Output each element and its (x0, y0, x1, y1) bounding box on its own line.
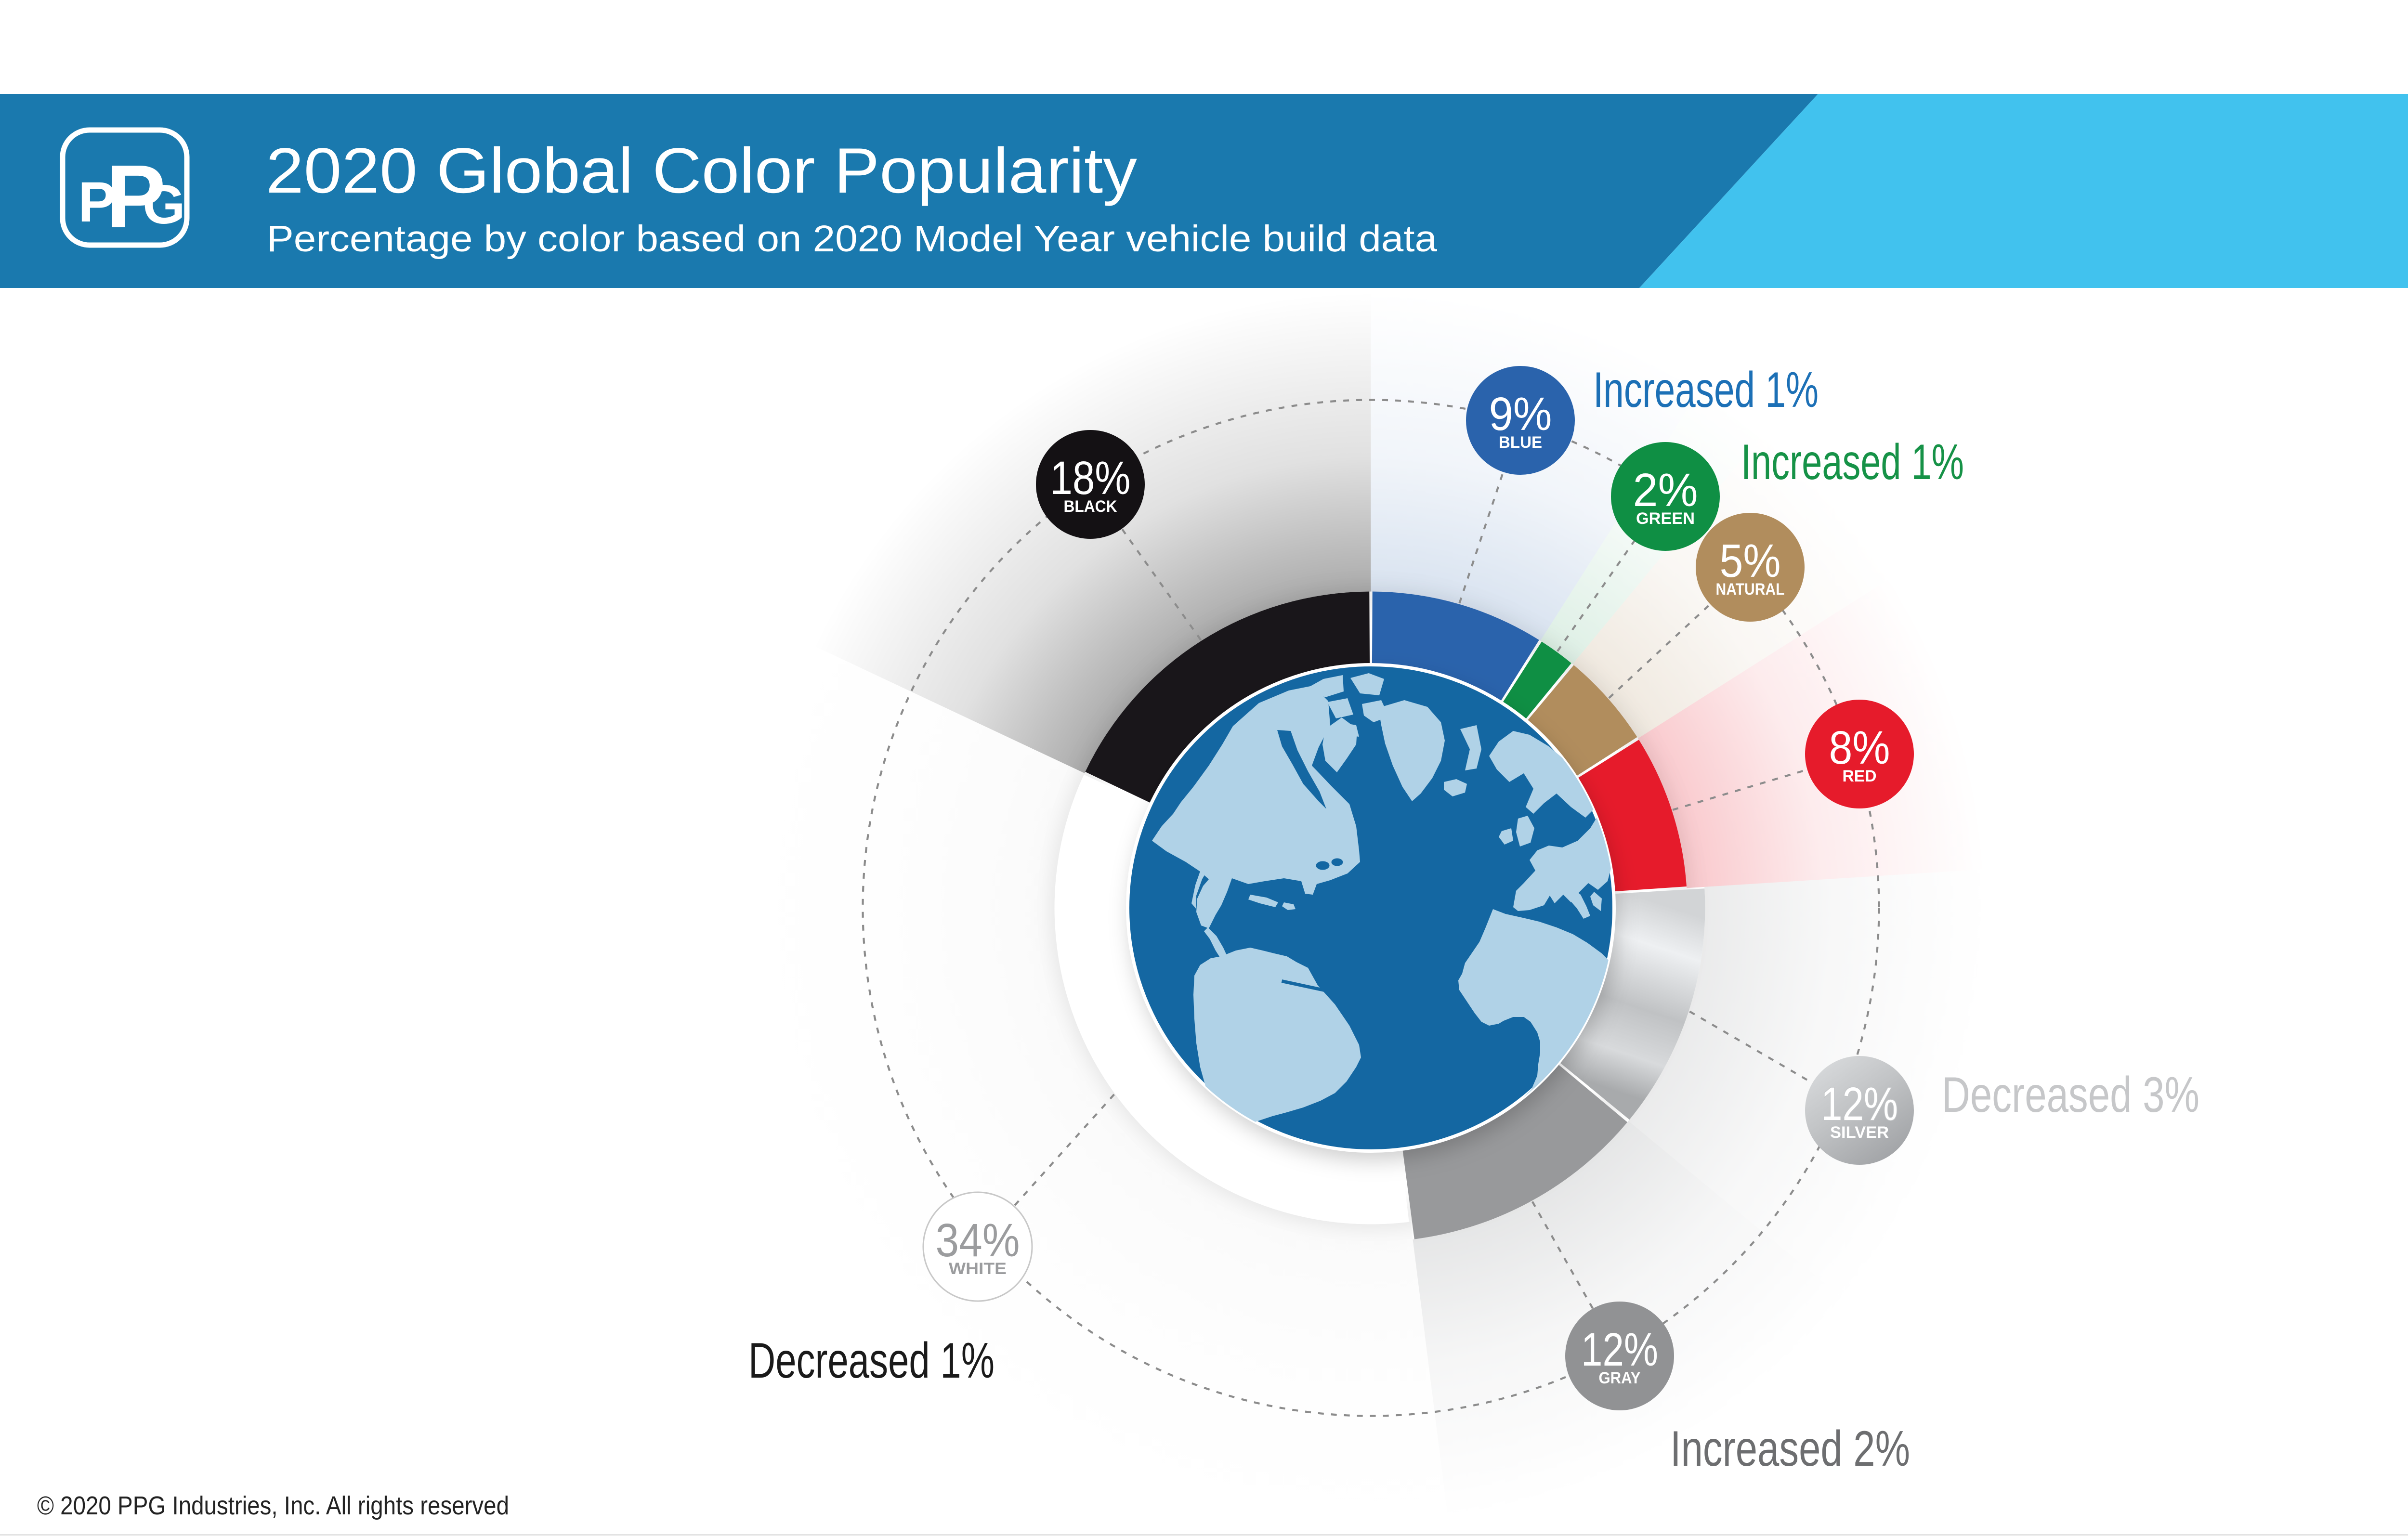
svg-text:34%: 34% (936, 1214, 1020, 1266)
svg-text:Increased 2%: Increased 2% (1670, 1421, 1910, 1477)
svg-text:2020 Global Color Popularity: 2020 Global Color Popularity (266, 135, 1138, 207)
svg-text:5%: 5% (1720, 534, 1781, 587)
svg-text:9%: 9% (1489, 388, 1552, 440)
svg-text:8%: 8% (1829, 721, 1890, 774)
svg-text:P: P (106, 147, 166, 247)
svg-text:P: P (78, 170, 116, 234)
svg-text:Decreased 3%: Decreased 3% (1942, 1067, 2199, 1123)
svg-text:12%: 12% (1821, 1078, 1898, 1130)
svg-text:BLUE: BLUE (1499, 433, 1542, 452)
svg-text:Decreased 1%: Decreased 1% (748, 1333, 995, 1389)
svg-text:SILVER: SILVER (1830, 1123, 1889, 1142)
svg-text:GREEN: GREEN (1636, 509, 1695, 528)
svg-text:Increased 1%: Increased 1% (1593, 362, 1819, 418)
svg-text:G: G (143, 174, 185, 235)
svg-text:2%: 2% (1633, 464, 1698, 516)
svg-text:GRAY: GRAY (1599, 1369, 1641, 1387)
svg-text:© 2020 PPG Industries, Inc. Al: © 2020 PPG Industries, Inc. All rights r… (37, 1491, 509, 1520)
svg-text:Percentage by color based on 2: Percentage by color based on 2020 Model … (267, 218, 1437, 260)
svg-text:18%: 18% (1050, 452, 1131, 504)
svg-text:RED: RED (1843, 767, 1877, 785)
svg-text:NATURAL: NATURAL (1716, 580, 1785, 599)
svg-text:BLACK: BLACK (1064, 497, 1117, 516)
svg-text:Increased 1%: Increased 1% (1741, 434, 1964, 490)
svg-text:12%: 12% (1581, 1323, 1658, 1376)
svg-text:WHITE: WHITE (949, 1260, 1007, 1278)
